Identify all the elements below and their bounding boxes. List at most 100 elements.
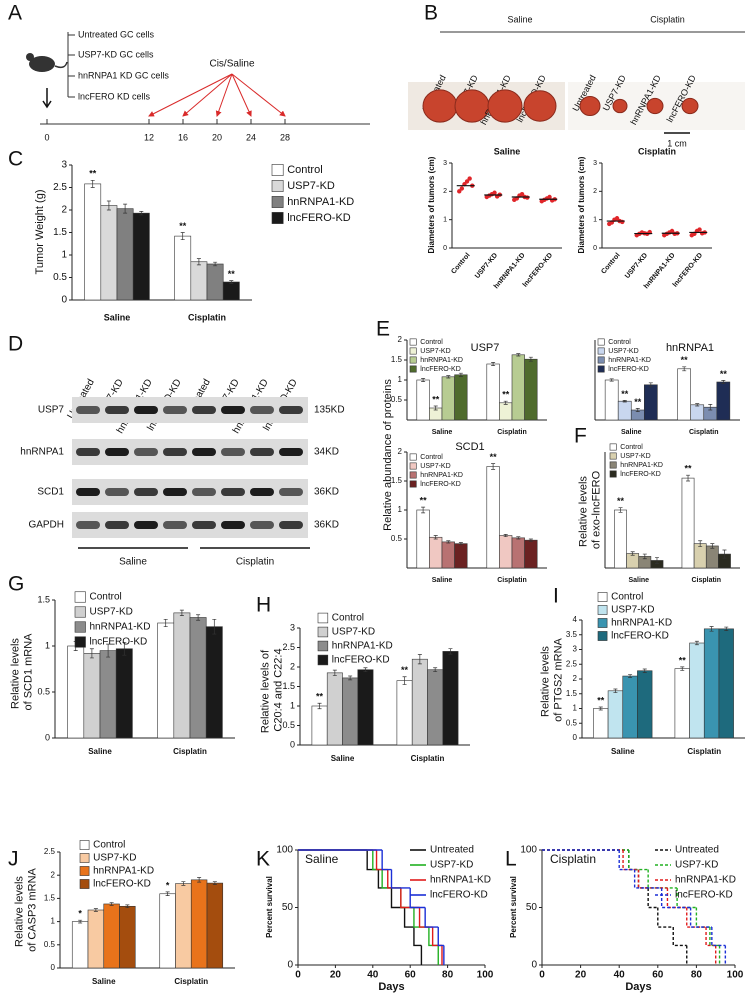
group-label: Cisplatin (236, 557, 274, 568)
error-bar (363, 667, 368, 673)
x-tick-label: Cisplatin (173, 747, 207, 756)
error-bar (106, 643, 111, 658)
panel-label: A (8, 2, 22, 25)
x-tick-label: Cisplatin (174, 977, 208, 986)
error-bar (446, 540, 451, 544)
bar (499, 535, 513, 569)
text-line: of SCD1 mRNA (23, 633, 35, 711)
survival-step (711, 927, 726, 947)
group-header: Saline (507, 14, 532, 24)
x-tick-label: 40 (614, 970, 626, 981)
legend-swatch (271, 164, 284, 176)
legend-swatch (409, 365, 417, 373)
treatment-arrow (182, 73, 233, 117)
legend-swatch (409, 453, 417, 461)
y-tick-label: 2 (290, 661, 295, 671)
bar (690, 404, 705, 421)
band (279, 406, 303, 414)
x-tick-label: 40 (367, 970, 379, 981)
error-bar (90, 179, 95, 188)
size-label: 34KD (314, 447, 339, 458)
legend-label: lncFERO-KD (287, 212, 351, 224)
bar (132, 212, 150, 301)
significance: ** (685, 464, 693, 474)
bar (411, 658, 428, 746)
error-bar (213, 261, 218, 267)
size-label: 36KD (314, 487, 339, 498)
significance: ** (228, 269, 236, 279)
x-tick-label: 100 (477, 970, 494, 981)
error-bar (229, 280, 234, 284)
error-bar (433, 667, 438, 673)
error-bar (458, 542, 463, 546)
point (467, 176, 472, 181)
survival-step (689, 907, 712, 928)
legend-label: USP7-KD (675, 860, 718, 871)
tumor (612, 98, 628, 114)
y-tick-label: 0.5 (44, 940, 56, 949)
significance: ** (502, 390, 510, 400)
x-tick-label: Saline (621, 429, 642, 436)
survival-step (622, 850, 639, 871)
legend-label: Control (90, 592, 122, 603)
legend-swatch (409, 356, 417, 364)
y-tick-label: 4 (573, 615, 578, 624)
band (76, 448, 100, 456)
bar (637, 670, 653, 739)
x-tick-label: 80 (442, 970, 454, 981)
band (250, 448, 274, 456)
legend-label: USP7-KD (430, 860, 473, 871)
group-label: USP7-KD GC cells (78, 49, 154, 59)
error-bar (695, 403, 700, 407)
treatment-arrow (148, 73, 233, 117)
protein-label: hnRNPA1 (20, 447, 64, 458)
legend-swatch (74, 606, 86, 618)
band (192, 521, 216, 529)
error-bar (609, 378, 614, 382)
error-bar (598, 706, 603, 711)
error-bar (78, 919, 83, 924)
y-tick-label: 0 (290, 739, 295, 749)
chart-title: Cisplatin (550, 852, 596, 866)
legend-swatch (271, 180, 284, 192)
legend-label: Control (420, 339, 443, 346)
x-tick-label: Cisplatin (687, 747, 721, 756)
legend-label: hnRNPA1-KD (93, 866, 154, 877)
x-tick-label: 80 (691, 970, 703, 981)
y-tick-label: 2 (593, 188, 597, 195)
y-tick-label: 1 (398, 505, 403, 514)
legend-swatch (609, 443, 617, 451)
text-line: Relative levels (577, 473, 589, 547)
legend-label: lncFERO-KD (93, 879, 151, 890)
bar (326, 672, 343, 746)
x-tick-label: Cisplatin (689, 429, 719, 436)
y-tick-label: 3 (290, 622, 295, 632)
error-bar (421, 506, 426, 514)
error-bar (181, 881, 186, 886)
tumor (523, 90, 557, 122)
group-label: Untreated GC cells (78, 29, 155, 39)
bar (206, 882, 224, 969)
error-bar (180, 232, 185, 241)
protein-label: SCD1 (37, 487, 64, 498)
y-tick-label: 2 (61, 205, 67, 216)
x-tick-label: Cisplatin (411, 754, 445, 763)
chart-title: Saline (305, 852, 339, 866)
y-tick-label: 0 (531, 960, 537, 971)
legend-swatch (409, 480, 417, 488)
panel-label: E (376, 318, 390, 341)
error-bar (165, 891, 170, 896)
bar (511, 354, 525, 421)
bar (705, 545, 719, 569)
error-bar (179, 609, 184, 616)
y-tick-label: 0.5 (53, 272, 67, 283)
y-axis-label: Tumor Weight (g) (34, 190, 46, 275)
bar (626, 553, 640, 569)
legend-swatch (609, 461, 617, 469)
error-bar (122, 641, 127, 656)
y-axis-label: Relative abundance of proteins (382, 379, 394, 531)
legend-label: Untreated (675, 845, 719, 856)
legend-label: lncFERO-KD (420, 366, 460, 373)
y-tick-label: 1.5 (53, 227, 67, 238)
